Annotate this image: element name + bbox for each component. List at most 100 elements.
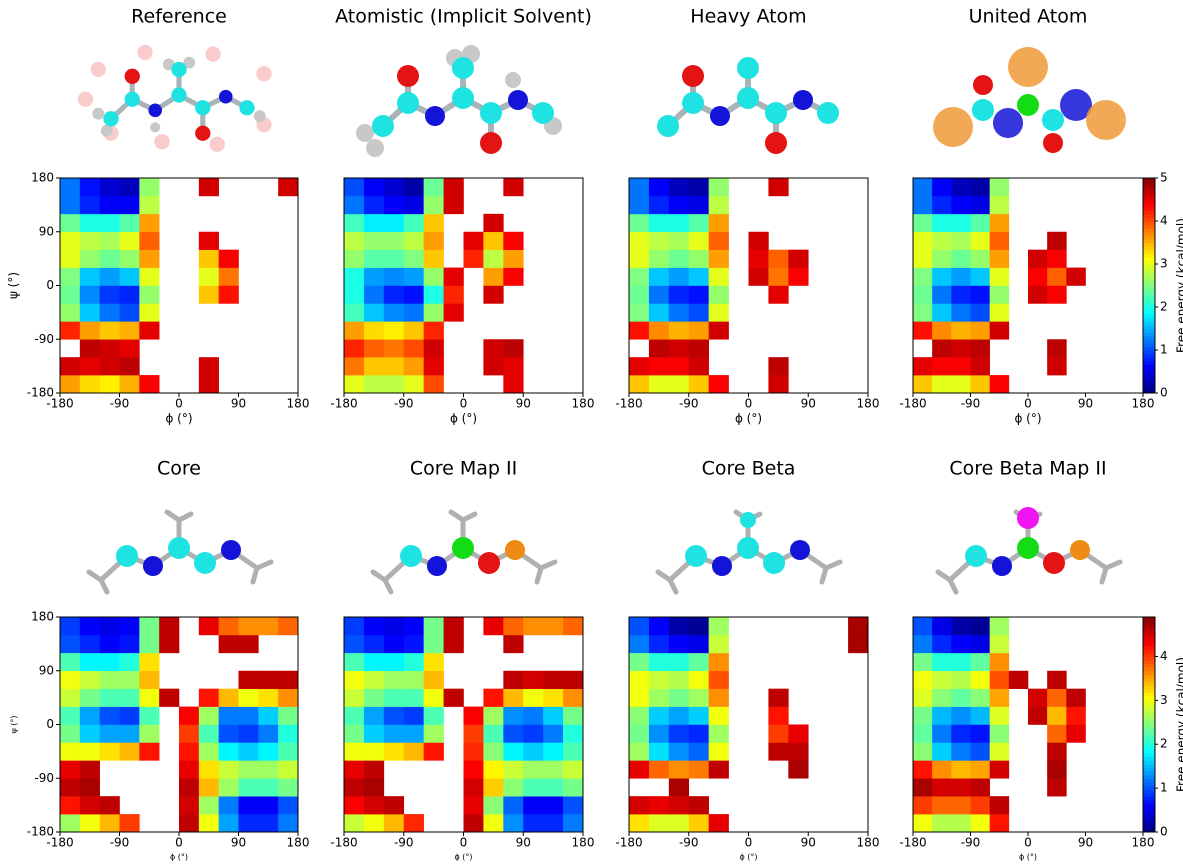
heat-cell [79, 357, 100, 376]
y-tick-label: 90 [39, 663, 54, 677]
heat-cell [119, 249, 140, 268]
heat-cell [688, 724, 709, 743]
heat-cell [951, 688, 971, 707]
heat-cell [668, 321, 690, 340]
heat-cell [99, 231, 120, 250]
heat-cell [79, 742, 100, 761]
heat-cell [668, 231, 690, 250]
heat-cell [970, 231, 990, 250]
heat-cell [989, 617, 1010, 636]
heat-cell [503, 249, 524, 268]
heat-cell [278, 670, 299, 689]
colorbar-segment [1143, 677, 1155, 682]
colorbar-segment [1143, 378, 1155, 383]
heat-cell [159, 617, 180, 636]
heat-cell [483, 617, 504, 636]
heat-cell [951, 778, 971, 797]
heat-cell [932, 670, 952, 689]
colorbar-segment [1143, 781, 1155, 786]
panel-title: Core Beta Map II [949, 458, 1106, 480]
heat-cell [483, 724, 504, 743]
colorbar-segment [1143, 364, 1155, 369]
heat-cell [383, 321, 405, 340]
x-tick-label: 180 [1132, 397, 1155, 411]
heat-cell [60, 267, 81, 286]
heat-cell [363, 778, 385, 797]
heat-cell [119, 375, 140, 394]
heat-cell [79, 285, 100, 304]
heat-cell [563, 724, 584, 743]
heat-cell [60, 178, 81, 197]
heat-cell [443, 688, 464, 707]
heat-cell [139, 742, 160, 761]
colorbar-segment [1143, 178, 1155, 183]
heat-cell [913, 724, 933, 743]
colorbar-segment [1143, 371, 1155, 376]
heat-cell [708, 742, 729, 761]
heat-cell [563, 742, 584, 761]
heat-cell [483, 778, 504, 797]
heat-cell [768, 706, 789, 725]
heat-cell [848, 634, 869, 654]
colorbar-segment [1143, 713, 1155, 718]
heat-cell [363, 357, 385, 376]
heat-cell [278, 760, 299, 779]
heat-cell [708, 760, 729, 779]
heat-cell [688, 375, 709, 394]
heat-cell [159, 634, 180, 654]
heat-cell [60, 814, 81, 833]
heat-cell [951, 178, 971, 197]
heat-cell [1047, 706, 1067, 725]
heat-cell [1047, 285, 1067, 304]
heat-cell [99, 742, 120, 761]
heat-cell [483, 267, 504, 286]
heat-cell [423, 652, 444, 672]
heat-cell [748, 267, 769, 286]
heat-cell [668, 357, 690, 376]
heat-cell [99, 178, 120, 197]
colorbar-segment [1143, 281, 1155, 286]
heat-cell [951, 742, 971, 761]
heat-cell [648, 742, 670, 761]
colorbar-segment [1143, 649, 1155, 654]
heat-cell [139, 724, 160, 743]
colorbar-tick-label: 4 [1160, 214, 1168, 228]
heat-cell [383, 670, 405, 689]
heat-cell [79, 670, 100, 689]
heat-cell [989, 706, 1010, 725]
heat-cell [913, 742, 933, 761]
heat-cell [79, 195, 100, 215]
heat-cell [648, 634, 670, 654]
heat-cell [1047, 670, 1067, 689]
heat-cell [139, 652, 160, 672]
heat-cell [648, 357, 670, 376]
heat-cell [668, 339, 690, 358]
heat-cell [60, 303, 81, 322]
heat-cell [668, 285, 690, 304]
heat-cell [119, 706, 140, 725]
heat-cell [79, 796, 100, 815]
heat-cell [423, 617, 444, 636]
heat-cell [198, 178, 219, 197]
heat-cell [423, 375, 444, 394]
heat-cell [60, 796, 81, 815]
heat-cell [913, 357, 933, 376]
heat-cell [768, 267, 789, 286]
heat-cell [383, 357, 405, 376]
heat-cell [989, 652, 1010, 672]
heat-cell [119, 303, 140, 322]
heat-cell [951, 760, 971, 779]
colorbar-segment [1143, 267, 1155, 272]
heat-cell [344, 285, 365, 304]
heat-cell [179, 796, 200, 815]
colorbar-segment [1143, 314, 1155, 319]
heat-cell [668, 267, 690, 286]
heat-cell [1047, 724, 1067, 743]
x-tick-label: -180 [899, 836, 926, 850]
heat-cell [688, 267, 709, 286]
heat-cell [139, 706, 160, 725]
colorbar-segment [1143, 299, 1155, 304]
x-tick-label: 0 [745, 397, 753, 411]
colorbar-segment [1143, 699, 1155, 704]
heat-cell [119, 617, 140, 636]
